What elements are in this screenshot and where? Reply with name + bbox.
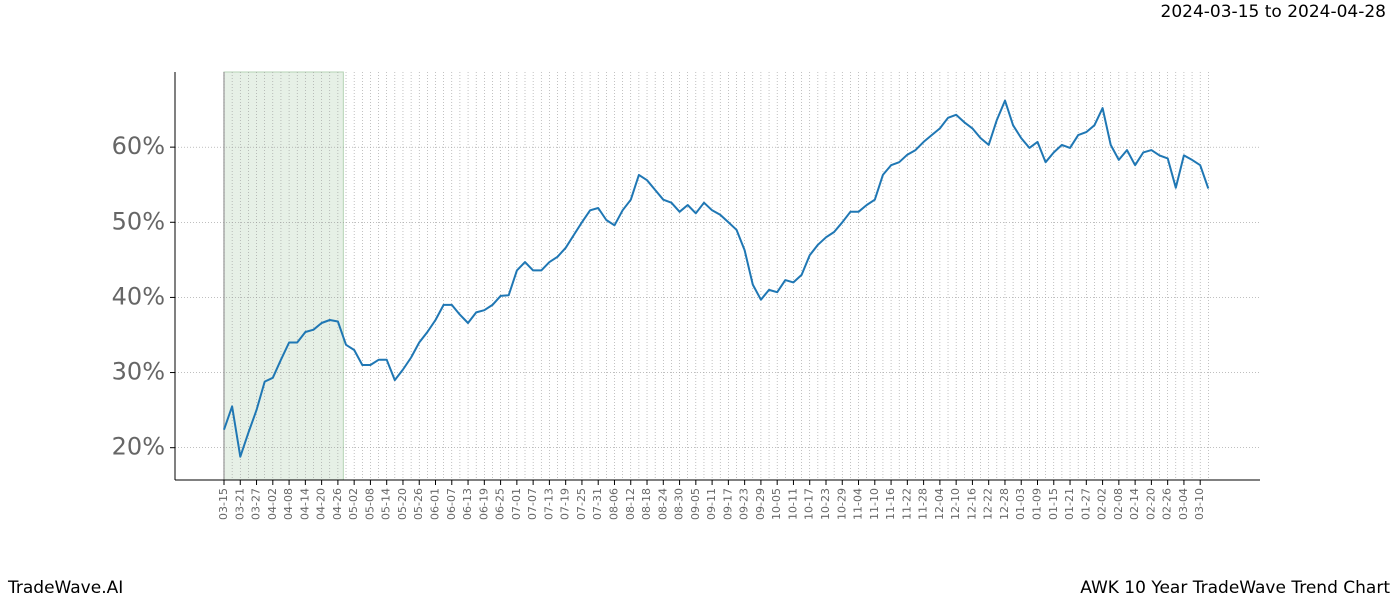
x-tick-label: 07-01 — [510, 488, 523, 520]
x-tick-label: 01-03 — [1014, 488, 1027, 520]
x-tick-label: 04-14 — [298, 488, 311, 520]
x-tick-label: 07-13 — [542, 488, 555, 520]
x-tick-label: 06-07 — [445, 488, 458, 520]
trend-line — [223, 99, 1210, 458]
date-range: 2024-03-15 to 2024-04-28 — [1161, 2, 1386, 22]
x-tick-label: 08-30 — [673, 488, 686, 520]
y-tick-label: 50% — [112, 207, 165, 235]
x-tick-label: 05-26 — [412, 488, 425, 520]
x-tick-label: 12-28 — [998, 488, 1011, 520]
x-tick-label: 11-22 — [900, 488, 913, 520]
x-tick-label: 07-07 — [526, 488, 539, 520]
x-tick-label: 08-12 — [624, 488, 637, 520]
y-tick-label: 60% — [112, 132, 165, 160]
x-tick-label: 09-29 — [754, 488, 767, 520]
x-tick-label: 10-29 — [835, 488, 848, 520]
x-tick-label: 09-17 — [721, 488, 734, 520]
x-tick-label: 12-10 — [949, 488, 962, 520]
x-tick-label: 04-20 — [315, 488, 328, 520]
x-tick-label: 02-26 — [1161, 488, 1174, 520]
x-tick-label: 03-21 — [233, 488, 246, 520]
x-tick-label: 01-27 — [1079, 488, 1092, 520]
y-tick-label: 30% — [112, 358, 165, 386]
x-tick-label: 02-20 — [1144, 488, 1157, 520]
x-tick-label: 03-15 — [217, 488, 230, 520]
x-tick-label: 06-19 — [477, 488, 490, 520]
x-tick-label: 05-08 — [363, 488, 376, 520]
x-tick-label: 06-25 — [494, 488, 507, 520]
x-tick-label: 12-04 — [933, 488, 946, 520]
x-tick-label: 03-27 — [250, 488, 263, 520]
x-tick-label: 02-08 — [1112, 488, 1125, 520]
y-tick-label: 40% — [112, 282, 165, 310]
x-tick-label: 01-15 — [1047, 488, 1060, 520]
x-tick-label: 09-11 — [705, 488, 718, 520]
y-tick-label: 20% — [112, 433, 165, 461]
x-tick-label: 07-31 — [591, 488, 604, 520]
x-tick-label: 01-21 — [1063, 488, 1076, 520]
x-tick-label: 12-22 — [982, 488, 995, 520]
x-tick-label: 08-24 — [656, 488, 669, 520]
brand: TradeWave.AI — [7, 578, 123, 598]
x-tick-label: 11-04 — [852, 488, 865, 520]
x-tick-label: 10-23 — [819, 488, 832, 520]
x-tick-label: 01-09 — [1031, 488, 1044, 520]
x-tick-label: 09-05 — [689, 488, 702, 520]
x-tick-label: 03-04 — [1177, 488, 1190, 520]
x-tick-label: 12-16 — [965, 488, 978, 520]
x-tick-label: 10-17 — [803, 488, 816, 520]
highlight-region — [223, 71, 344, 481]
x-tick-label: 07-25 — [575, 488, 588, 520]
x-tick-label: 07-19 — [559, 488, 572, 520]
x-tick-label: 04-26 — [331, 488, 344, 520]
x-tick-label: 06-01 — [429, 488, 442, 520]
x-tick-label: 05-02 — [347, 488, 360, 520]
x-tick-label: 11-10 — [868, 488, 881, 520]
x-tick-label: 02-02 — [1096, 488, 1109, 520]
x-tick-label: 04-08 — [282, 488, 295, 520]
x-tick-label: 11-28 — [917, 488, 930, 520]
x-tick-label: 08-06 — [607, 488, 620, 520]
x-tick-label: 06-13 — [461, 488, 474, 520]
x-tick-label: 10-05 — [770, 488, 783, 520]
x-tick-label: 08-18 — [640, 488, 653, 520]
x-tick-label: 03-10 — [1193, 488, 1206, 520]
x-tick-label: 02-14 — [1128, 488, 1141, 520]
x-tick-label: 05-20 — [396, 488, 409, 520]
chart-title: AWK 10 Year TradeWave Trend Chart — [1080, 578, 1390, 598]
x-tick-label: 05-14 — [380, 488, 393, 520]
x-tick-label: 09-23 — [738, 488, 751, 520]
x-tick-label: 11-16 — [884, 488, 897, 520]
x-tick-label: 10-11 — [786, 488, 799, 520]
x-tick-label: 04-02 — [266, 488, 279, 520]
